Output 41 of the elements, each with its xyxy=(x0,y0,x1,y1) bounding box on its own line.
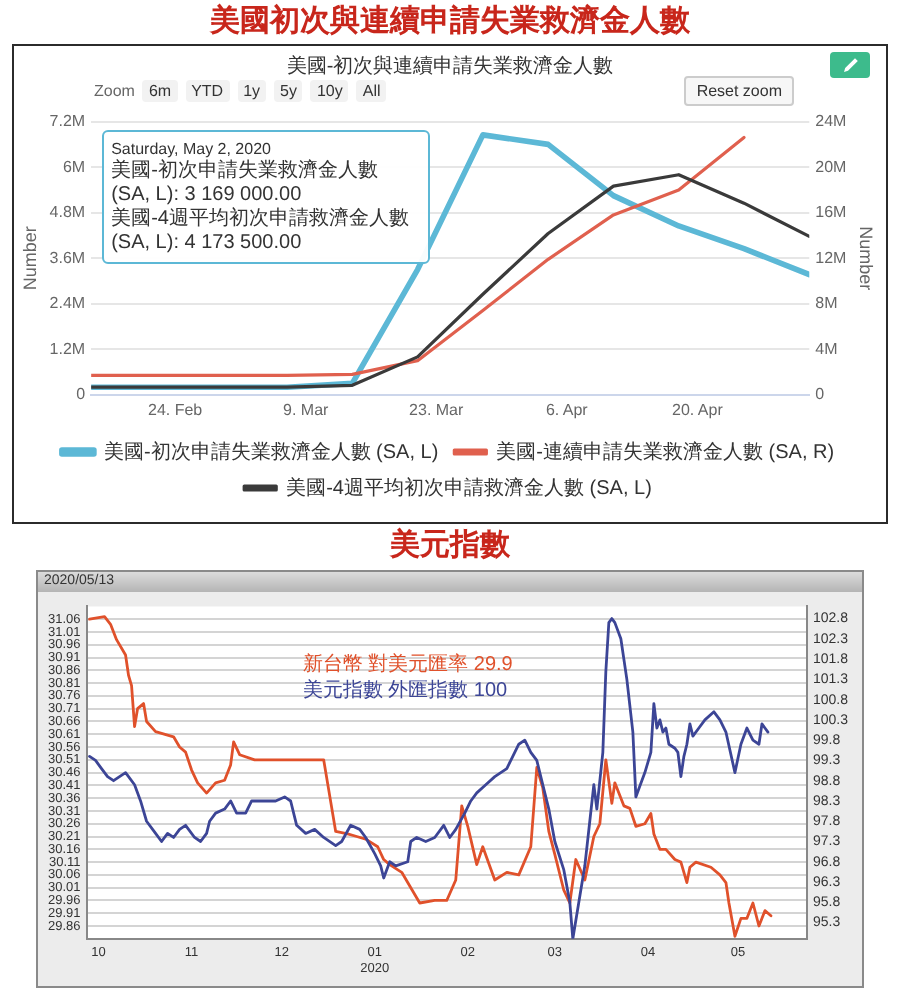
y-tick-label: 6M xyxy=(62,157,86,176)
text: 新台幣 對美元匯率 29.9 xyxy=(302,651,514,676)
legend-label: 美國-初次申請失業救濟金人數 (SA, L) xyxy=(103,439,439,464)
y2-tick-label: 20M xyxy=(815,157,848,176)
reset-button: Reset zoom xyxy=(684,76,794,106)
tooltip: Saturday, May 2, 2020 美國-初次申請失業救濟金人數 (SA, L): 3 169 000.00 美國-4週平均初次申請救濟金人數 (SA, L): 4 173 500.00 xyxy=(101,129,430,264)
range-button: YTD xyxy=(185,80,230,102)
x-tick-label: 24. Feb xyxy=(147,400,204,419)
text: Zoom xyxy=(94,82,135,100)
annotation: 美國-4週平均初次申請救濟金人數 (SA, L): 4 173 500.00 xyxy=(111,207,409,254)
y-tick-label: 3.6M xyxy=(49,248,86,267)
x-tick-label: 6. Apr xyxy=(545,400,589,419)
y2-tick-label: 8M xyxy=(815,294,839,313)
x-tick-label: 20. Apr xyxy=(672,400,724,419)
y2-tick-label: 24M xyxy=(815,112,848,131)
annotation: 美國-初次申請失業救濟金人數 (SA, L): 3 169 000.00 xyxy=(111,159,378,206)
y2-tick-label: 4M xyxy=(815,339,839,358)
y-tick-label: 1.2M xyxy=(49,339,86,358)
text: 美元指數 外匯指數 100 xyxy=(302,677,509,702)
y2-tick-label: 16M xyxy=(815,203,848,222)
y-tick-label: 0 xyxy=(76,385,87,404)
y2-axis-title: Number xyxy=(856,226,877,291)
range-button: 5y xyxy=(274,80,303,102)
x-tick-label: 23. Mar xyxy=(409,400,465,419)
y-tick-label: 2.4M xyxy=(49,294,86,313)
chart-title: 美國初次與連續申請失業救濟金人數 xyxy=(210,6,690,38)
y-tick-label: 4.8M xyxy=(49,203,86,222)
range-button: 6m xyxy=(142,80,178,102)
range-button: 1y xyxy=(237,80,267,102)
x-tick-label: 9. Mar xyxy=(283,400,330,419)
chart-title: 美元指數 xyxy=(390,530,510,562)
range-button: All xyxy=(356,80,387,102)
y-tick-label: 7.2M xyxy=(49,112,86,131)
legend-label: 美國-連續申請失業救濟金人數 (SA, R) xyxy=(496,439,835,464)
chart-subtitle: 美國-初次與連續申請失業救濟金人數 xyxy=(286,56,614,78)
y2-tick-label: 0 xyxy=(815,385,826,404)
y2-tick-label: 12M xyxy=(815,248,848,267)
legend-label: 美國-4週平均初次申請救濟金人數 (SA, L) xyxy=(286,475,652,500)
y-axis-title: Number xyxy=(19,226,40,291)
annotation: Saturday, May 2, 2020 xyxy=(111,139,271,158)
range-button: 10y xyxy=(310,80,349,102)
